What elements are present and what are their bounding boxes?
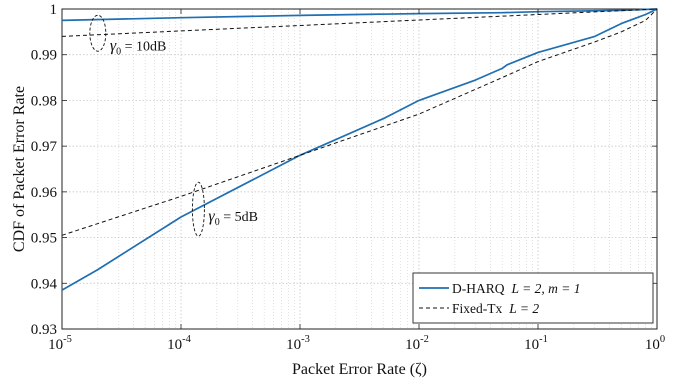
legend-label-1: Fixed-Tx L = 2 [452,301,539,316]
x-axis-label: Packet Error Rate (ζ) [292,361,427,378]
annotation-label: γ0 = 5dB [208,208,258,228]
y-tick-label: 1 [50,2,58,18]
x-tick-label: 10-2 [405,334,429,353]
annotation-ellipse [89,14,107,52]
y-tick-label: 0.99 [31,48,57,64]
y-tick-label: 0.96 [31,185,58,201]
x-tick-label: 10-5 [48,334,72,353]
y-tick-label: 0.95 [31,231,57,247]
y-tick-label: 0.97 [31,139,58,155]
x-tick-label: 10-1 [524,334,548,353]
x-tick-label: 100 [645,334,665,353]
annotation-label: γ0 = 10dB [110,37,167,57]
series-line-0-1 [61,8,658,291]
legend: D-HARQ L = 2, m = 1 Fixed-Tx L = 2 [412,272,654,324]
x-tick-label: 10-4 [167,334,191,353]
y-tick-label: 0.98 [31,93,57,109]
series-layer [61,8,658,291]
y-axis-label: CDF of Packet Error Rate [11,86,28,252]
legend-label-0: D-HARQ L = 2, m = 1 [452,281,580,296]
series-line-0-0 [61,8,658,22]
y-tick-label: 0.93 [31,322,57,338]
annotations: γ0 = 10dB γ0 = 5dB [89,14,258,237]
series-line-1-0 [61,8,658,37]
plot-frame [61,8,658,330]
y-tick-label: 0.94 [31,276,58,292]
tick-labels: 10-5 10-4 10-3 10-2 10-1 100 0.93 0.94 0.95 0.96 0… [31,2,665,353]
legend-box [412,272,654,324]
x-tick-label: 10-3 [286,334,310,353]
annotation-ellipse [191,181,205,237]
